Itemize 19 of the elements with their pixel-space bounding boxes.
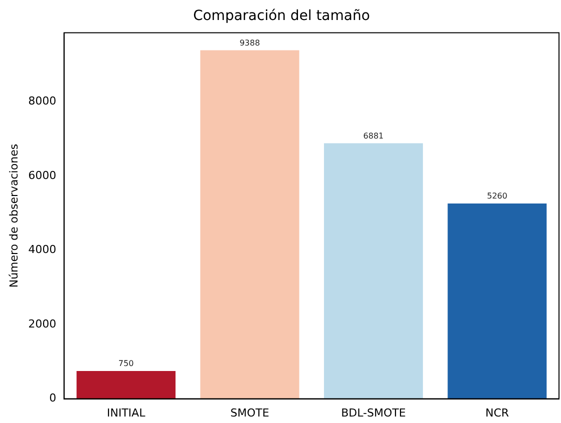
bar (324, 143, 423, 399)
bar (448, 203, 547, 399)
data-label: 9388 (240, 38, 260, 48)
chart-title: Comparación del tamaño (193, 8, 370, 24)
y-axis-title: Número de observaciones (7, 144, 20, 288)
data-label: 6881 (363, 131, 384, 140)
data-label: 5260 (486, 192, 508, 201)
x-tick-label: NCR (485, 406, 510, 420)
y-tick-label: 2000 (28, 317, 56, 330)
data-label: 750 (118, 359, 134, 368)
x-tick-label: SMOTE (230, 406, 270, 420)
x-tick-label: BDL-SMOTE (341, 406, 406, 420)
y-tick-label: 8000 (28, 94, 56, 108)
bar (76, 370, 176, 399)
bar (200, 50, 300, 399)
y-tick-label: 6000 (28, 168, 56, 182)
x-tick-label: INITIAL (106, 406, 146, 420)
y-tick-label: 4000 (28, 243, 56, 256)
y-tick-label: 0 (49, 392, 56, 405)
